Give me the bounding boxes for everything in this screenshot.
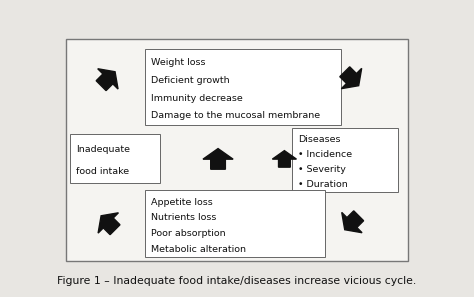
Polygon shape (203, 148, 233, 169)
FancyBboxPatch shape (66, 39, 408, 261)
Polygon shape (98, 213, 120, 235)
Text: • Duration: • Duration (298, 180, 347, 189)
Text: • Severity: • Severity (298, 165, 346, 174)
Text: Inadequate: Inadequate (76, 145, 130, 154)
Text: food intake: food intake (76, 167, 129, 176)
Text: Immunity decrease: Immunity decrease (151, 94, 243, 102)
Text: • Incidence: • Incidence (298, 150, 352, 159)
Polygon shape (96, 69, 118, 91)
Text: Nutrients loss: Nutrients loss (151, 214, 216, 222)
Text: Diseases: Diseases (298, 135, 340, 144)
FancyBboxPatch shape (70, 134, 160, 183)
FancyBboxPatch shape (145, 190, 325, 257)
Polygon shape (340, 67, 362, 89)
Text: Appetite loss: Appetite loss (151, 198, 212, 207)
Text: Poor absorption: Poor absorption (151, 229, 225, 238)
Polygon shape (273, 151, 296, 167)
Text: Damage to the mucosal membrane: Damage to the mucosal membrane (151, 111, 320, 120)
FancyBboxPatch shape (145, 49, 341, 125)
FancyBboxPatch shape (292, 128, 398, 192)
Text: Deficient growth: Deficient growth (151, 76, 229, 85)
Text: Metabolic alteration: Metabolic alteration (151, 245, 246, 254)
Polygon shape (342, 211, 364, 233)
Text: Weight loss: Weight loss (151, 58, 205, 67)
Text: Figure 1 – Inadequate food intake/diseases increase vicious cycle.: Figure 1 – Inadequate food intake/diseas… (57, 276, 417, 286)
